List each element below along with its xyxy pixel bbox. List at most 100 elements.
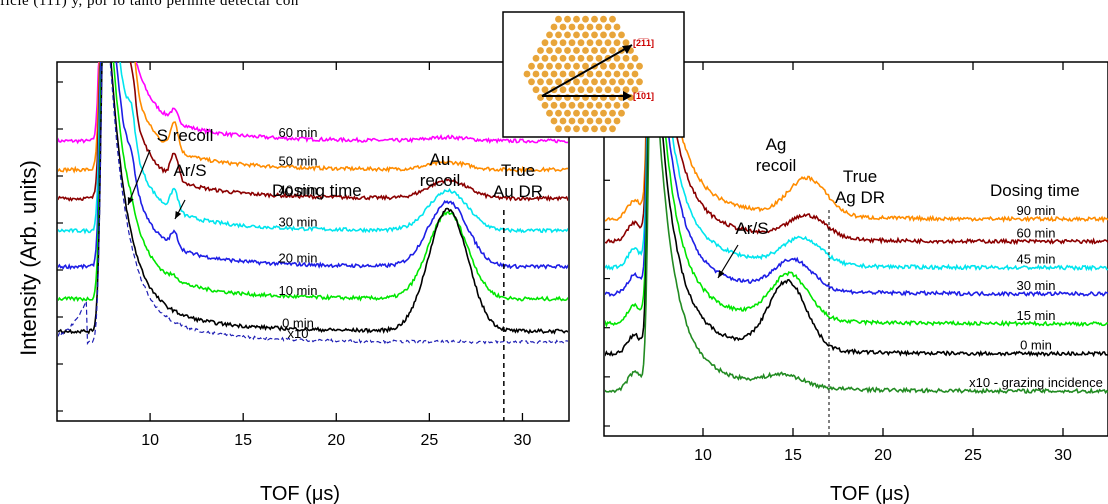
annotations-au: S recoil Ar/S Au recoil True Au DR [127,126,543,220]
x-tick-label: 10 [141,432,159,449]
lattice-atom [595,54,603,62]
lattice-atom [622,54,630,62]
lattice-atom [559,101,567,109]
lattice-atom [555,62,562,70]
lattice-atom [577,117,585,125]
lattice-atom [582,62,589,70]
series-label: 90 min [1016,203,1055,218]
annotation-arrowhead [127,197,134,205]
lattice-atom [591,47,598,54]
lattice-atom [622,70,630,78]
lattice-atom [568,54,576,62]
lattice-atom [591,31,598,39]
lattice-atom [618,62,625,70]
y-axis-label: Intensity (Arb. units) [16,160,41,356]
panel-au: 10 15 20 25 30 60 min 50 min 40 min 30 min 20 mi… [16,61,570,504]
lattice-atom [636,62,643,70]
lattice-atom [631,86,639,94]
direction-label-101: [1̅01] [633,91,654,101]
lattice-atom [528,78,535,86]
lattice-atom [523,70,531,78]
background-text-fragment: ficie (111) y, por lo tanto permite dete… [0,0,299,9]
lattice-atom [577,23,585,31]
lattice-atom [546,109,553,117]
series-line [605,62,1108,246]
series-line [58,62,568,335]
lattice-atom [555,125,562,133]
lattice-atom [622,86,630,94]
series-label: 0 min [282,315,314,330]
annotation-label: Au [430,150,451,169]
annotation-arrow [127,149,151,206]
lattice-atom [532,86,540,94]
lattice-atom [582,47,589,54]
crystal-inset: [2̅1̅1] [1̅01] [502,11,685,138]
x-tick-label: 15 [784,447,802,464]
lattice-atom [559,117,567,125]
lattice-atom [609,109,616,117]
lattice-atom [631,70,639,78]
series-line [605,62,1108,358]
lattice-atom [555,31,562,39]
series-label: x10 - grazing incidence [969,375,1103,390]
lattice-atom [600,62,607,70]
lattice-atom [573,15,580,23]
series-labels-au: 60 min 50 min 40 min 30 min 20 min 10 min 0 mi… [278,125,317,341]
direction-arrow-211 [541,44,633,97]
series-label: 40 min [278,182,317,197]
x-tick-label: 15 [234,432,252,449]
lattice-atom [609,62,616,70]
lattice-atom [600,15,607,23]
series-label: 50 min [278,154,317,169]
direction-label-211: [2̅1̅1] [633,38,654,48]
lattice-atom [586,23,594,31]
lattice-atom [559,70,567,78]
series-label: 60 min [1016,226,1055,241]
arrowhead-101 [623,91,632,101]
lattice-atom [577,101,585,109]
lattice-atom [568,117,576,125]
series-line [58,62,568,302]
x-tick-label: 25 [420,432,438,449]
lattice-atom [555,78,562,86]
lattice-atom [582,15,589,23]
lattice-atom [528,62,535,70]
lattice-atom [600,31,607,39]
lattice-atom [573,31,580,39]
arrowhead-211 [622,45,632,54]
series-label: x10 [288,326,309,341]
lattice-atom [546,47,553,54]
lattice-atom [595,70,603,78]
x-tick-label: 10 [694,447,712,464]
lattice-atom [564,109,571,117]
annotation-arrowhead [718,270,725,278]
annotation-label: True [501,161,535,180]
lattice-atom [555,15,562,23]
series-label: 60 min [278,125,317,140]
lattice-atom [613,70,621,78]
lattice-atom [595,39,603,47]
series-label: 30 min [1016,278,1055,293]
series-label: 30 min [278,215,317,230]
lattice-atom [600,47,607,54]
lattice-atom [604,23,612,31]
lattice-atom [586,54,594,62]
lattice-atom [541,86,549,94]
lattice-atom [568,86,576,94]
annotation-label: S recoil [157,126,214,145]
lattice-atom [622,39,630,47]
lattice-atom [555,47,562,54]
series-group-au [58,62,568,346]
lattice-atom [586,70,594,78]
lattice-atom [564,125,571,133]
series-label: 20 min [278,251,317,266]
lattice-atom [559,86,567,94]
series-line [58,62,568,174]
series-line [605,62,1108,395]
lattice-atom [613,23,621,31]
lattice-atom [582,31,589,39]
annotation-label: True [843,167,877,186]
lattice-atom [586,39,594,47]
lattice-atom [627,78,634,86]
lattice-atom [595,117,603,125]
